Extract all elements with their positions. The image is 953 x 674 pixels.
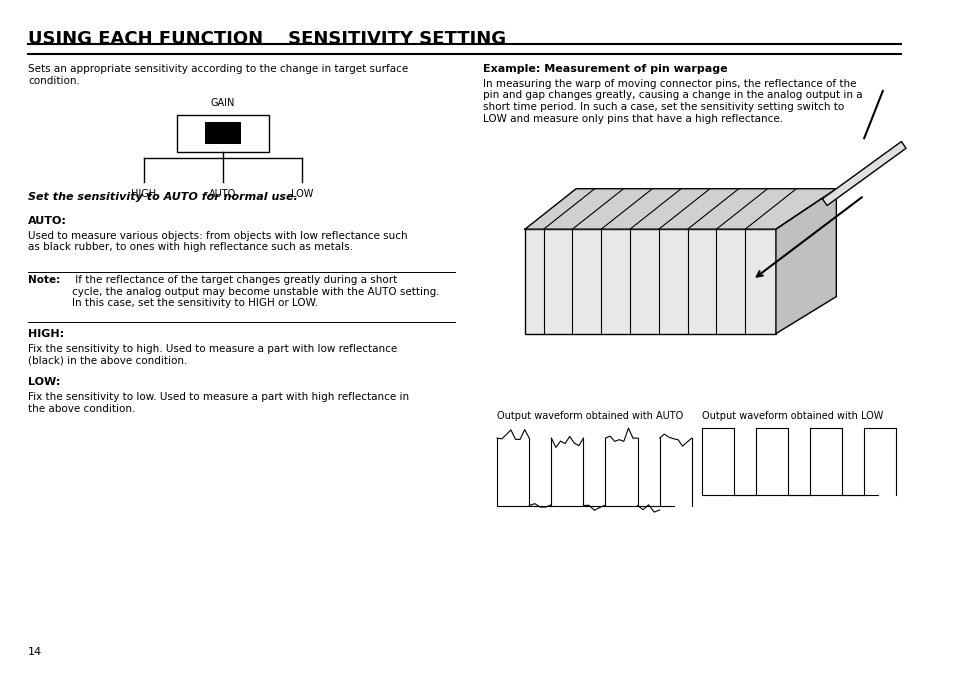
Text: Sets an appropriate sensitivity according to the change in target surface
condit: Sets an appropriate sensitivity accordin…	[28, 64, 408, 86]
Text: LOW: LOW	[291, 189, 313, 199]
Text: Example: Measurement of pin warpage: Example: Measurement of pin warpage	[483, 64, 727, 74]
FancyBboxPatch shape	[176, 115, 269, 152]
Text: AUTO: AUTO	[209, 189, 236, 199]
Text: 14: 14	[28, 647, 42, 657]
Polygon shape	[524, 189, 836, 229]
Text: Output waveform obtained with AUTO: Output waveform obtained with AUTO	[497, 411, 682, 421]
Text: USING EACH FUNCTION    SENSITIVITY SETTING: USING EACH FUNCTION SENSITIVITY SETTING	[28, 30, 505, 49]
FancyBboxPatch shape	[524, 229, 775, 334]
Text: HIGH: HIGH	[132, 189, 156, 199]
Text: HIGH:: HIGH:	[28, 329, 64, 339]
Text: Output waveform obtained with LOW: Output waveform obtained with LOW	[700, 411, 882, 421]
Text: LOW:: LOW:	[28, 377, 60, 388]
Polygon shape	[775, 189, 836, 334]
Text: Set the sensitivity to AUTO for normal use.: Set the sensitivity to AUTO for normal u…	[28, 192, 297, 202]
Text: Used to measure various objects: from objects with low reflectance such
as black: Used to measure various objects: from ob…	[28, 231, 407, 252]
Text: In measuring the warp of moving connector pins, the reflectance of the
pin and g: In measuring the warp of moving connecto…	[483, 79, 862, 123]
Text: AUTO:: AUTO:	[28, 216, 67, 226]
Text: Fix the sensitivity to low. Used to measure a part with high reflectance in
the : Fix the sensitivity to low. Used to meas…	[28, 392, 409, 414]
Text: If the reflectance of the target changes greatly during a short
cycle, the analo: If the reflectance of the target changes…	[71, 275, 438, 308]
Polygon shape	[821, 142, 905, 206]
FancyBboxPatch shape	[205, 123, 240, 144]
Text: Note:: Note:	[28, 275, 60, 285]
Text: GAIN: GAIN	[211, 98, 235, 108]
Text: Fix the sensitivity to high. Used to measure a part with low reflectance
(black): Fix the sensitivity to high. Used to mea…	[28, 344, 396, 365]
